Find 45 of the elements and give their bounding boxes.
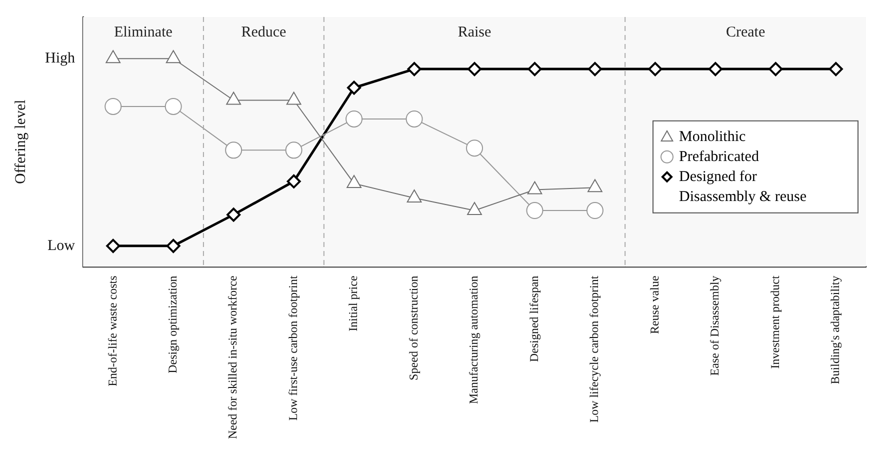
- point: [648, 62, 662, 76]
- point: [586, 202, 604, 220]
- point: [768, 62, 783, 76]
- y-axis-title: Offering level: [12, 100, 29, 184]
- point: [104, 98, 122, 115]
- point: [286, 174, 301, 188]
- x-tick-label: Reuse value: [647, 276, 662, 334]
- point: [708, 62, 722, 76]
- band-label: Raise: [458, 24, 492, 40]
- point: [226, 208, 241, 222]
- x-tick-label: Initial price: [346, 276, 360, 332]
- point: [166, 238, 180, 253]
- x-tick-label: End-of-life waste costs: [105, 275, 120, 386]
- point: [407, 62, 422, 76]
- point: [406, 110, 423, 128]
- x-tick-label: Low first-use carbon footprint: [286, 275, 300, 421]
- x-tick-label: Building's adaptability: [828, 276, 842, 384]
- x-tick-label: Designed lifespan: [526, 276, 541, 362]
- x-tick-label: Investment product: [768, 275, 782, 369]
- point: [346, 110, 363, 128]
- point: [588, 62, 602, 76]
- point: [225, 142, 242, 159]
- legend-label: Prefabricated: [679, 148, 760, 165]
- point: [828, 62, 843, 76]
- legend-label: Monolithic: [679, 128, 746, 145]
- x-tick-label: Ease of Disassembly: [708, 276, 722, 376]
- point: [164, 98, 182, 115]
- point: [106, 238, 120, 253]
- x-tick-label: Speed of construction: [406, 276, 420, 380]
- x-tick-label: Need for skilled in-situ workforce: [226, 276, 240, 440]
- legend-label: Designed for Disassembly & reuse: [679, 168, 807, 205]
- text: High: [45, 50, 76, 67]
- band-label: Eliminate: [114, 24, 173, 40]
- point: [528, 62, 542, 76]
- band-label: Reduce: [241, 24, 287, 40]
- text: Low: [48, 238, 76, 254]
- point: [347, 80, 362, 95]
- point: [526, 202, 544, 220]
- x-tick-label: Design optimization: [166, 276, 180, 374]
- x-tick-label: Low lifecycle carbon footprint: [587, 275, 602, 423]
- band-label: Create: [726, 24, 766, 40]
- x-tick-label: Manufacturing automation: [466, 276, 481, 404]
- point: [466, 140, 483, 157]
- point: [285, 142, 302, 159]
- point: [468, 62, 482, 76]
